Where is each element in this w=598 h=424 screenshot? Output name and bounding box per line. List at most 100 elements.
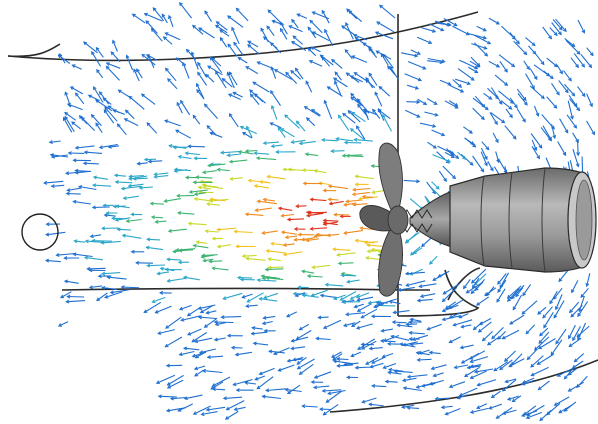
flow-vector-head bbox=[125, 54, 130, 59]
flow-vector-head bbox=[375, 50, 380, 55]
flow-vector-shaft bbox=[299, 141, 316, 145]
flow-vector-shaft bbox=[409, 332, 425, 335]
flow-vector-head bbox=[374, 31, 379, 36]
flow-vector-head bbox=[256, 278, 261, 283]
flow-vector-head bbox=[192, 243, 197, 248]
flow-vector-shaft bbox=[269, 350, 285, 354]
flow-vector-head bbox=[581, 93, 586, 98]
flow-vector-shaft bbox=[230, 177, 243, 180]
flow-vector-head bbox=[444, 411, 449, 416]
flow-vector-head bbox=[183, 396, 188, 401]
flow-vector-shaft bbox=[105, 66, 121, 81]
flow-vector-head bbox=[348, 10, 353, 14]
flow-vector-shaft bbox=[442, 165, 456, 179]
flow-vector-shaft bbox=[263, 292, 279, 299]
flow-vector-head bbox=[154, 219, 159, 224]
flow-vector-shaft bbox=[242, 254, 257, 257]
flow-vector-shaft bbox=[278, 207, 293, 211]
flow-vector-head bbox=[575, 138, 579, 144]
flow-vector-head bbox=[256, 199, 261, 204]
flow-vector-head bbox=[426, 326, 431, 331]
flow-vector-head bbox=[404, 239, 409, 244]
flow-vector-head bbox=[564, 89, 569, 94]
flow-vector-head bbox=[92, 175, 97, 180]
flow-vector-head bbox=[186, 312, 191, 317]
flow-vector-head bbox=[558, 409, 563, 414]
flow-vector-shaft bbox=[391, 335, 410, 341]
flow-vector-shaft bbox=[245, 213, 264, 216]
flow-vector-head bbox=[552, 134, 557, 140]
flow-vector-head bbox=[249, 93, 254, 98]
flow-vector-head bbox=[343, 323, 348, 328]
flow-vector-shaft bbox=[290, 70, 302, 80]
flow-vector-head bbox=[57, 54, 62, 59]
flow-vector-shaft bbox=[490, 87, 503, 105]
flow-vector-shaft bbox=[460, 153, 474, 166]
flow-vector-head bbox=[356, 98, 361, 103]
flow-vector-shaft bbox=[490, 112, 505, 124]
flow-vector-head bbox=[346, 279, 351, 284]
flow-vector-head bbox=[219, 36, 224, 41]
flow-vector-head bbox=[540, 61, 545, 66]
flow-vector-shaft bbox=[176, 102, 183, 114]
flow-vector-head bbox=[236, 275, 241, 280]
flow-vector-head bbox=[247, 178, 252, 183]
flow-vector-head bbox=[301, 293, 306, 298]
flow-vector-head bbox=[326, 86, 331, 90]
flow-vector-shaft bbox=[277, 127, 286, 139]
flow-vector-head bbox=[64, 111, 69, 116]
flow-vector-shaft bbox=[551, 22, 562, 35]
flow-vector-shaft bbox=[95, 122, 103, 134]
flow-vector-head bbox=[415, 351, 420, 355]
flow-vector-head bbox=[499, 366, 504, 371]
flow-vector-shaft bbox=[350, 96, 364, 107]
flow-vector-shaft bbox=[263, 198, 275, 202]
flow-vector-shaft bbox=[245, 149, 258, 152]
flow-vector-shaft bbox=[328, 198, 339, 201]
flow-vector-shaft bbox=[63, 117, 73, 133]
flow-vector-shaft bbox=[586, 47, 594, 56]
flow-vector-head bbox=[405, 283, 410, 287]
flow-vector-head bbox=[576, 50, 581, 55]
flow-vector-head bbox=[177, 211, 182, 216]
flow-vector-shaft bbox=[323, 100, 333, 120]
flow-vector-head bbox=[484, 155, 488, 161]
flow-vector-shaft bbox=[194, 192, 206, 195]
flow-vector-shaft bbox=[352, 203, 368, 206]
flow-vector-shaft bbox=[246, 126, 253, 138]
flow-vector-shaft bbox=[306, 117, 316, 127]
flow-vector-head bbox=[216, 227, 221, 232]
flow-vector-shaft bbox=[49, 140, 61, 143]
flow-vector-head bbox=[219, 150, 225, 155]
flow-vector-head bbox=[275, 149, 280, 154]
flow-vector-head bbox=[265, 249, 270, 254]
flow-vector-shaft bbox=[449, 84, 464, 93]
flow-vector-shaft bbox=[84, 256, 103, 261]
flow-vector-head bbox=[497, 288, 502, 293]
flow-vector-shaft bbox=[147, 55, 155, 69]
flow-vector-head bbox=[355, 294, 361, 299]
flow-vector-shaft bbox=[557, 141, 567, 156]
flow-vector-head bbox=[322, 325, 328, 329]
flow-vector-head bbox=[96, 297, 101, 302]
flow-vector-head bbox=[149, 201, 154, 206]
flow-vector-shaft bbox=[368, 300, 382, 304]
flow-vector-head bbox=[97, 274, 102, 279]
flow-vector-shaft bbox=[323, 319, 342, 329]
flow-vector-shaft bbox=[538, 331, 550, 344]
flow-vector-shaft bbox=[380, 53, 389, 66]
flow-vector-shaft bbox=[551, 124, 556, 139]
flow-vector-head bbox=[199, 309, 204, 314]
flow-vector-head bbox=[208, 259, 213, 264]
flow-vector-head bbox=[459, 345, 464, 350]
flow-vector-head bbox=[345, 72, 350, 77]
flow-vector-head bbox=[128, 174, 133, 179]
velocity-vector-field bbox=[43, 1, 596, 422]
flow-vector-shaft bbox=[226, 72, 235, 89]
flow-vector-head bbox=[292, 291, 297, 296]
flow-vector-head bbox=[553, 63, 558, 68]
flow-vector-head bbox=[245, 304, 250, 308]
flow-vector-shaft bbox=[476, 25, 487, 32]
flow-vector-head bbox=[244, 149, 249, 153]
flow-vector-head bbox=[43, 180, 48, 185]
